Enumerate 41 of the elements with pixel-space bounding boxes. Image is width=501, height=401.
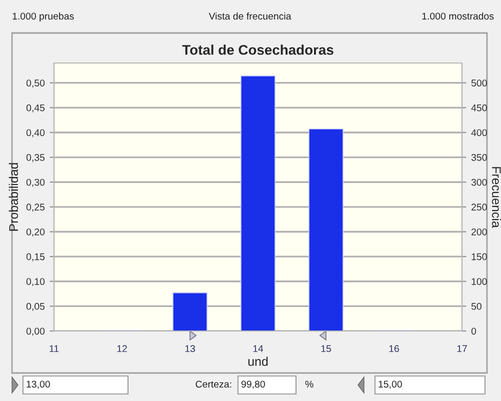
y-tick-label: 0,45 [26,104,45,112]
y2-tick-label: 100 [472,278,487,285]
text: Certeza: [196,380,232,388]
x-axis-title: und [248,356,268,366]
y-tick-label: 0,40 [26,129,45,138]
x-tick-label: 17 [457,345,467,352]
y-axis-title: Probabilidad [8,163,18,231]
text: % [305,380,314,388]
y2-tick-label: 150 [472,253,487,260]
y2-axis-title: Frecuencia [492,167,501,228]
text: 15,00 [378,380,402,389]
y-tick-label: 0,30 [26,178,45,187]
text: 13,00 [26,380,50,389]
y-tick-label: 0,20 [26,228,45,237]
x-tick-label: 13 [185,345,195,352]
chart-title: Total de Cosechadoras [182,44,334,55]
x-tick-label: 12 [117,345,127,352]
y-tick-label: 0,50 [26,80,45,88]
y2-tick-label: 300 [471,178,487,186]
x-tick-label: 16 [389,345,399,352]
y-tick-label: 0,15 [26,253,45,262]
y2-tick-label: 200 [472,228,487,236]
x-tick-label: 11 [50,345,59,352]
y2-tick-label: 400 [471,129,487,136]
x-tick-label: 14 [253,345,264,352]
y-tick-label: 0,00 [26,328,45,336]
x-tick-label: 15 [321,345,331,352]
y-tick-label: 0,35 [26,154,45,162]
y-tick-label: 0,10 [26,278,45,286]
text: 99,80 [241,380,265,389]
y-tick-label: 0,25 [26,204,45,212]
y2-tick-label: 50 [471,302,482,310]
y2-tick-label: 0 [471,328,476,335]
y2-tick-label: 500 [471,80,487,86]
text: Vista de frecuencia [208,12,292,20]
y2-tick-label: 350 [471,154,487,161]
y-tick-label: 0,05 [26,302,45,311]
text: 1.000 mostrados [422,12,494,20]
y2-tick-label: 250 [472,204,487,211]
y2-tick-label: 450 [471,104,487,112]
text: 1.000 pruebas [12,12,74,22]
